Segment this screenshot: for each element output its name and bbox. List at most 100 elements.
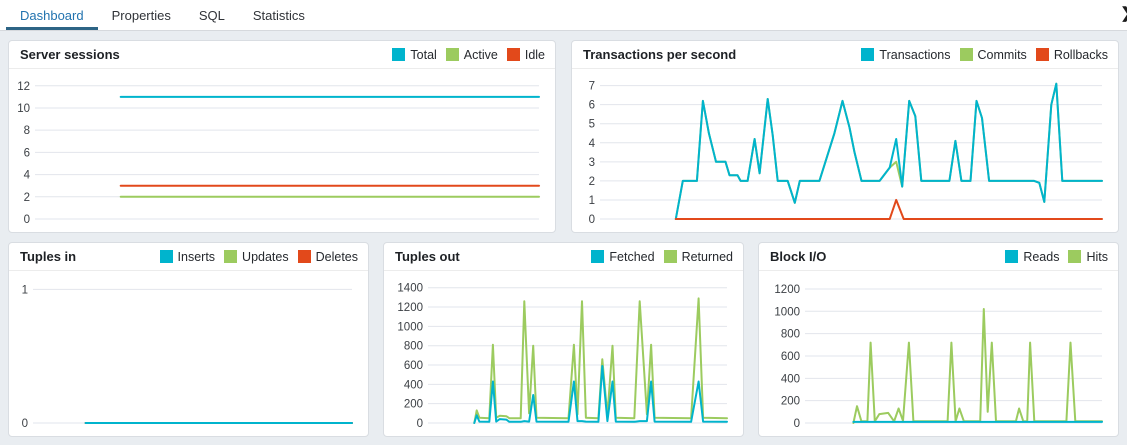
svg-text:200: 200	[404, 399, 423, 411]
svg-text:200: 200	[781, 396, 800, 408]
legend-item: Reads	[1005, 250, 1059, 264]
legend-label: Total	[410, 47, 437, 62]
svg-text:3: 3	[589, 157, 595, 169]
legend-server-sessions: Total Active Idle	[392, 48, 545, 62]
legend-label: Fetched	[609, 249, 655, 264]
legend-item: Commits	[959, 47, 1027, 62]
legend-label: Transactions	[879, 47, 951, 62]
legend-swatch-icon	[1035, 48, 1049, 61]
panel-server-sessions: Server sessions Total Active Idle 0 2 4 6 8 10 1…	[8, 40, 556, 233]
svg-text:800: 800	[404, 341, 423, 353]
legend-item: Returned	[663, 249, 733, 264]
svg-text:1000: 1000	[397, 321, 423, 333]
tab-dashboard[interactable]: Dashboard	[6, 0, 98, 30]
tab-scroll-right-icon[interactable]: ❯	[1120, 4, 1127, 22]
panel-title-transactions-per-second: Transactions per second	[583, 47, 737, 62]
panel-title-tuples-in: Tuples in	[20, 249, 77, 264]
svg-text:7: 7	[589, 81, 595, 93]
legend-swatch-icon	[159, 250, 173, 263]
dashboard-content: Server sessions Total Active Idle 0 2 4 6 8 10 1…	[0, 31, 1127, 445]
svg-text:12: 12	[17, 81, 30, 93]
panel-transactions-per-second: Transactions per second Transactions Comm…	[571, 40, 1119, 233]
legend-tuples-out: Fetched Returned	[591, 250, 733, 264]
svg-text:0: 0	[794, 418, 800, 430]
svg-text:800: 800	[781, 329, 800, 341]
line-chart-block-io: 0 200 400 600 800 1000 1200	[774, 284, 1103, 430]
legend-label: Commits	[977, 47, 1027, 62]
svg-text:400: 400	[781, 373, 800, 385]
legend-swatch-icon	[392, 48, 406, 61]
legend-label: Idle	[524, 47, 545, 62]
chart-tuples-out: 0 200 400 600 800 1000 1200 1400	[384, 271, 743, 436]
legend-swatch-icon	[297, 250, 311, 263]
tab-properties[interactable]: Properties	[111, 7, 171, 23]
legend-item: Fetched	[591, 249, 655, 264]
chart-transactions-per-second: 0 1 2 3 4 5 6 7	[572, 69, 1118, 232]
legend-item: Inserts	[159, 249, 216, 264]
legend-swatch-icon	[506, 48, 520, 61]
svg-text:1200: 1200	[397, 302, 423, 314]
legend-label: Inserts	[177, 249, 216, 264]
svg-text:8: 8	[24, 125, 30, 137]
legend-item: Transactions	[861, 47, 951, 62]
line-chart-server-sessions: 0 2 4 6 8 10 12	[17, 81, 540, 226]
chart-server-sessions: 0 2 4 6 8 10 12	[9, 69, 555, 232]
svg-text:10: 10	[17, 103, 30, 115]
tab-statistics[interactable]: Statistics	[252, 7, 305, 23]
legend-label: Active	[463, 47, 498, 62]
legend-swatch-icon	[445, 48, 459, 61]
svg-text:1200: 1200	[774, 284, 800, 296]
line-chart-tuples-out: 0 200 400 600 800 1000 1200 1400	[397, 283, 728, 430]
panel-title-block-io: Block I/O	[770, 249, 827, 264]
svg-text:6: 6	[24, 147, 30, 159]
tab-bar: Dashboard Properties SQL Statistics ❯	[0, 0, 1127, 31]
svg-text:1000: 1000	[774, 306, 800, 318]
legend-item: Hits	[1068, 250, 1108, 264]
legend-swatch-icon	[959, 48, 973, 61]
legend-item: Active	[445, 47, 498, 62]
legend-item: Idle	[506, 47, 545, 62]
legend-item: Total	[392, 47, 437, 62]
svg-text:0: 0	[22, 418, 28, 430]
svg-text:0: 0	[417, 418, 423, 430]
legend-tuples-in: Inserts Updates Deletes	[159, 249, 358, 264]
panel-block-io: Block I/O Reads Hits 0 200 400 600 800 1000 120…	[758, 242, 1119, 437]
legend-swatch-icon	[663, 250, 677, 263]
line-chart-transactions-per-second: 0 1 2 3 4 5 6 7	[589, 81, 1103, 226]
legend-transactions-per-second: Transactions Commits Rollbacks	[861, 48, 1108, 62]
svg-text:5: 5	[589, 119, 595, 131]
tab-sql[interactable]: SQL	[198, 7, 225, 23]
legend-label: Reads	[1023, 249, 1060, 264]
svg-text:6: 6	[589, 100, 595, 112]
svg-text:2: 2	[24, 192, 30, 204]
chart-block-io: 0 200 400 600 800 1000 1200	[759, 271, 1118, 436]
panel-title-tuples-out: Tuples out	[395, 249, 460, 264]
panel-header: Tuples in Inserts Updates Deletes	[9, 243, 368, 271]
legend-block-io: Reads Hits	[1005, 250, 1108, 264]
legend-item: Rollbacks	[1035, 47, 1108, 62]
svg-text:0: 0	[24, 214, 30, 226]
svg-text:600: 600	[404, 360, 423, 372]
svg-text:1: 1	[589, 195, 595, 207]
legend-swatch-icon	[591, 250, 605, 263]
legend-item: Updates	[224, 250, 289, 264]
svg-text:2: 2	[589, 176, 595, 188]
panel-title-server-sessions: Server sessions	[20, 47, 120, 62]
svg-text:400: 400	[404, 379, 423, 391]
legend-swatch-icon	[1005, 250, 1019, 263]
legend-swatch-icon	[224, 250, 238, 263]
legend-label: Rollbacks	[1053, 47, 1108, 62]
legend-label: Returned	[681, 249, 733, 264]
legend-item: Deletes	[297, 250, 358, 264]
panel-header: Transactions per second Transactions Comm…	[572, 41, 1118, 69]
svg-text:4: 4	[24, 170, 31, 182]
panel-header: Tuples out Fetched Returned	[384, 243, 743, 271]
panel-header: Server sessions Total Active Idle	[9, 41, 555, 69]
line-chart-tuples-in: 01	[22, 284, 353, 430]
legend-label: Hits	[1086, 249, 1108, 264]
legend-label: Updates	[242, 249, 289, 264]
svg-text:4: 4	[589, 138, 596, 150]
